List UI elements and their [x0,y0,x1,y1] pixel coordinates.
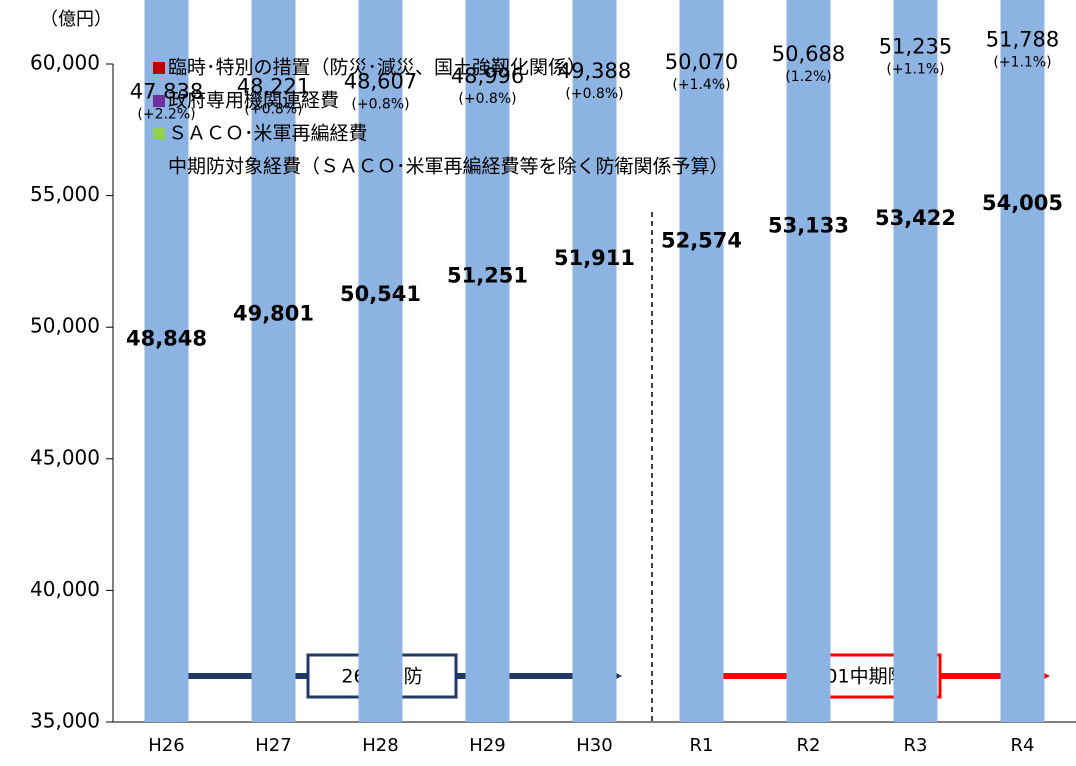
value-label: 49,388 [558,59,631,83]
bar-segment [786,0,831,722]
growth-label: (+0.8%) [565,86,623,102]
value-label: 51,788 [986,27,1059,51]
growth-label: (+1.1%) [886,62,944,78]
total-label: 51,251 [447,263,528,287]
bar-segment [465,0,510,722]
total-label: 53,133 [768,214,849,238]
annotation: 01中期防 [825,666,906,688]
y-tick-label: 50,000 [30,314,100,338]
x-tick-label: R1 [690,735,714,756]
bar-segment [144,0,189,723]
x-tick-label: H27 [255,735,291,756]
x-tick-label: R4 [1011,735,1035,756]
total-label: 54,005 [982,191,1063,215]
total-label: 50,541 [340,282,421,306]
legend-swatch [153,95,165,107]
legend-swatch [153,62,165,74]
growth-label: (+2.2%) [137,106,195,122]
arrow-01: 01中期防 [685,653,1050,699]
legend-swatch [153,128,165,140]
total-label: 53,422 [875,206,956,230]
legend-label: 臨時･特別の措置（防災･減災、国土強靱化関係） [168,57,586,79]
value-label: 47,838 [130,79,203,103]
legend-label: 中期防対象経費（ＳＡＣＯ･米軍再編経費等を除く防衛関係予算） [168,156,729,178]
y-tick-label: 35,000 [30,709,100,733]
value-label: 51,235 [879,35,952,59]
bar-segment [893,0,938,723]
value-label: 48,996 [451,64,524,88]
x-tick-label: H26 [148,735,184,756]
x-tick-label: H28 [362,735,398,756]
x-tick-label: R2 [797,735,821,756]
legend-label: ＳＡＣＯ･米軍再編経費 [168,123,368,145]
value-label: 48,607 [344,69,417,93]
growth-label: (+0.8%) [458,91,516,107]
bar-segment [572,0,617,723]
legend-label: 政府専用機関連経費 [168,90,339,112]
unit-label: （億円） [40,9,112,30]
y-tick-label: 45,000 [30,445,100,469]
x-tick-label: R3 [904,735,928,756]
total-label: 48,848 [126,327,207,351]
growth-label: (+0.8%) [351,96,409,112]
bar-segment [251,0,296,723]
growth-label: (+1.4%) [672,77,730,93]
total-label: 52,574 [661,228,742,252]
value-label: 50,070 [665,50,738,74]
growth-label: (+0.8%) [244,101,302,117]
legend-swatch [153,161,165,173]
x-tick-label: H30 [576,735,612,756]
y-tick-label: 60,000 [30,51,100,75]
bar-segment [358,0,403,722]
bar-segment [1000,0,1045,722]
bar-segment [679,0,724,722]
x-tick-label: H29 [469,735,505,756]
value-label: 50,688 [772,42,845,66]
growth-label: (+1.1%) [993,54,1051,70]
y-tick-label: 40,000 [30,577,100,601]
total-label: 49,801 [233,301,314,325]
y-tick-label: 55,000 [30,182,100,206]
growth-label: (1.2%) [785,69,832,85]
value-label: 48,221 [237,74,310,98]
total-label: 51,911 [554,246,635,270]
